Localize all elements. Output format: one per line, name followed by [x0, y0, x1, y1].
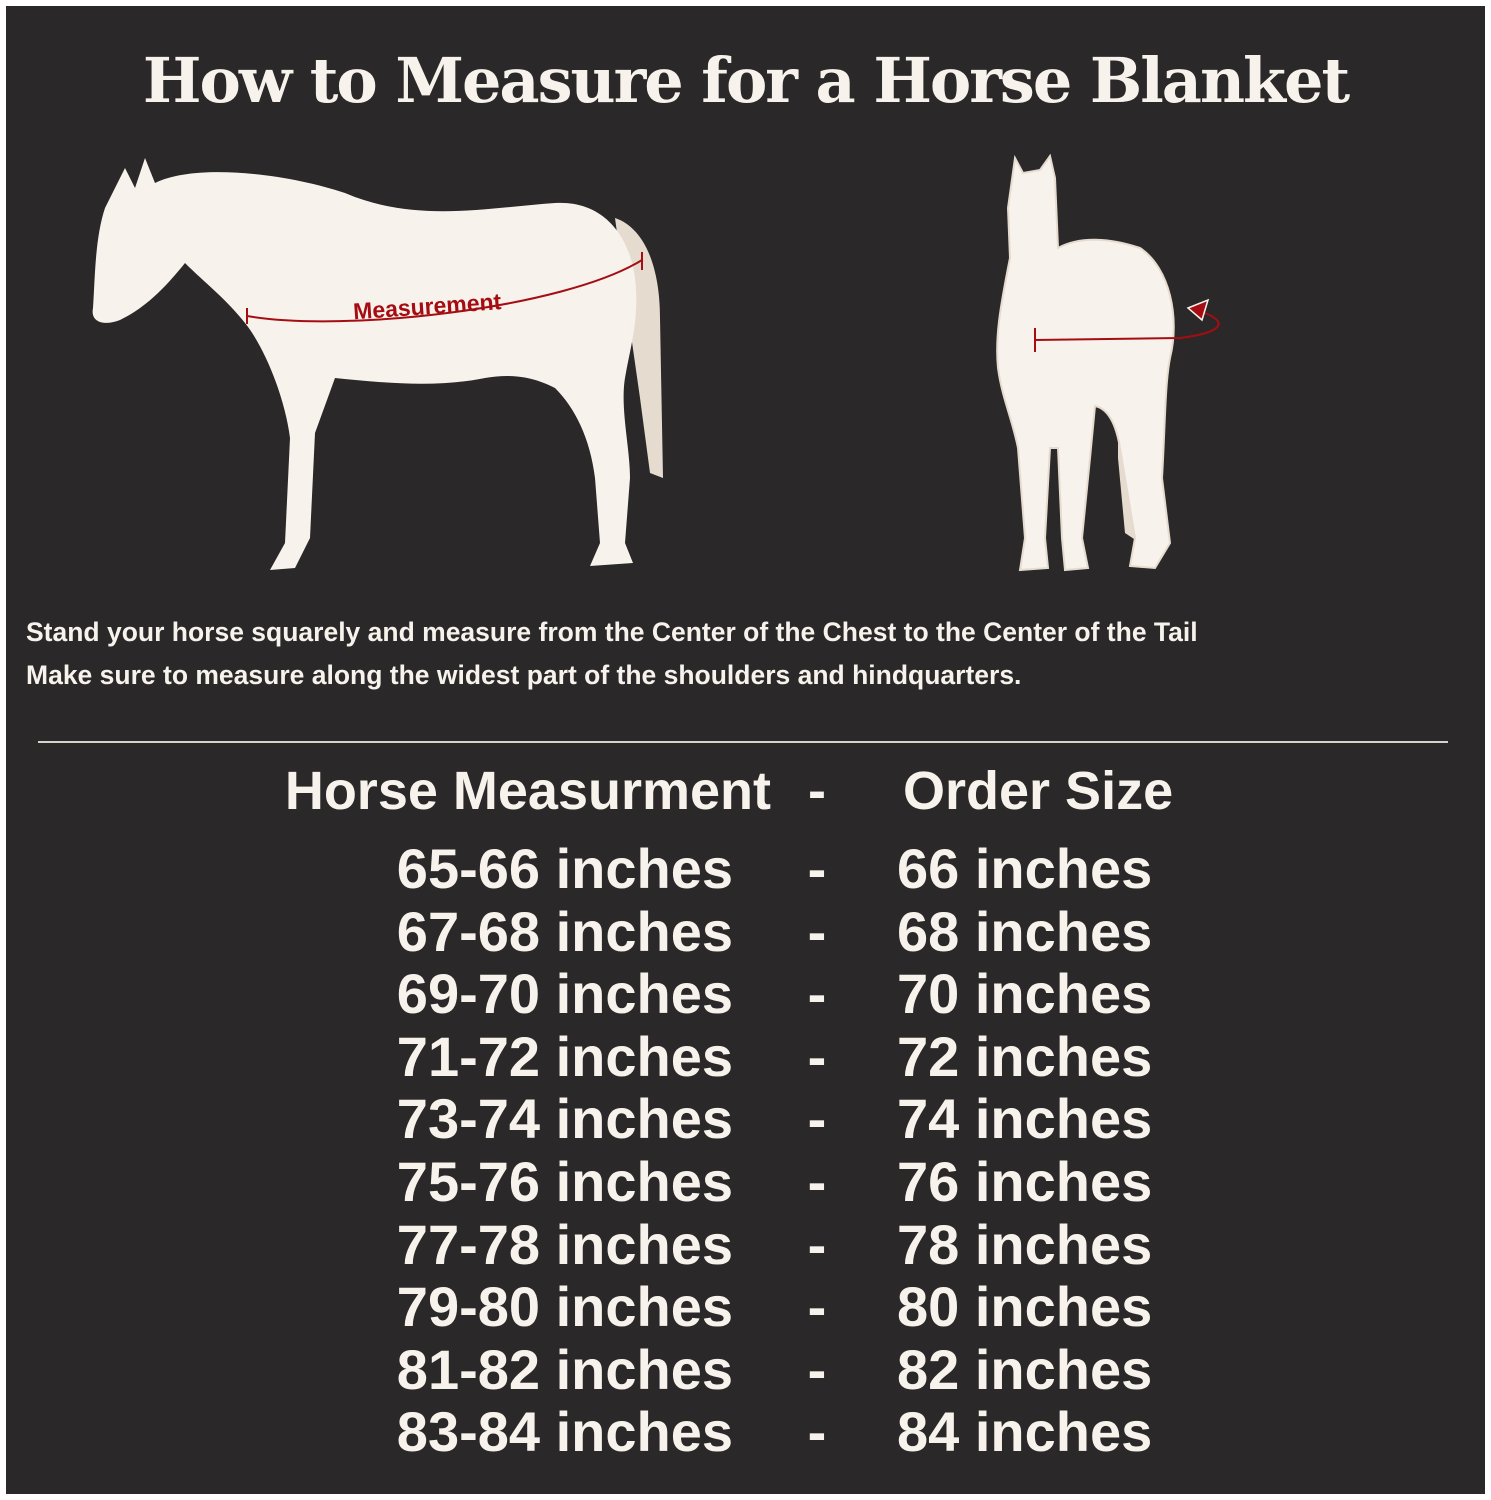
- measurement-cell: 81-82 inches: [396, 1337, 733, 1401]
- separator-cell: -: [807, 1212, 827, 1276]
- measurement-cell: 69-70 inches: [396, 962, 733, 1026]
- table-row: 69-70 inches - 70 inches: [0, 961, 1491, 1026]
- table-row: 83-84 inches - 84 inches: [0, 1399, 1491, 1464]
- measurement-cell: 77-78 inches: [396, 1212, 733, 1276]
- side-view-horse-illustration: Measurement: [92, 158, 663, 570]
- front-view-horse-illustration: [996, 153, 1220, 572]
- table-row: 79-80 inches - 80 inches: [0, 1274, 1491, 1339]
- measurement-cell: 79-80 inches: [396, 1275, 733, 1339]
- separator-cell: -: [807, 899, 827, 963]
- instruction-line-2: Make sure to measure along the widest pa…: [26, 660, 1022, 690]
- horse-body: [996, 153, 1175, 572]
- table-row: 65-66 inches - 66 inches: [0, 836, 1491, 900]
- instruction-line-1: Stand your horse squarely and measure fr…: [26, 617, 1198, 647]
- measurement-cell: 71-72 inches: [396, 1024, 733, 1088]
- order-size-cell: 72 inches: [897, 1024, 1153, 1088]
- table-row: 75-76 inches - 76 inches: [0, 1149, 1491, 1213]
- order-size-cell: 74 inches: [897, 1087, 1153, 1151]
- separator-cell: -: [807, 1275, 827, 1339]
- order-size-cell: 84 inches: [897, 1400, 1153, 1464]
- separator-cell: -: [807, 1087, 827, 1151]
- header-horse-measurement: Horse Measurment: [284, 761, 771, 821]
- table-row: 73-74 inches - 74 inches: [0, 1086, 1491, 1151]
- separator-cell: -: [807, 962, 827, 1026]
- order-size-cell: 82 inches: [897, 1337, 1153, 1401]
- measurement-cell: 73-74 inches: [396, 1087, 733, 1151]
- horse-body: [92, 158, 637, 570]
- table-row: 77-78 inches - 78 inches: [0, 1212, 1491, 1276]
- size-table-header: Horse Measurment - Order Size: [0, 760, 1491, 822]
- separator-cell: -: [807, 1150, 827, 1213]
- measurement-line: [246, 259, 643, 323]
- measurement-cell: 83-84 inches: [396, 1400, 733, 1464]
- measurement-cell: 67-68 inches: [396, 899, 733, 963]
- table-row: 81-82 inches - 82 inches: [0, 1337, 1491, 1401]
- separator-cell: -: [807, 1337, 827, 1401]
- header-order-size: Order Size: [903, 761, 1174, 821]
- separator-cell: -: [807, 837, 827, 900]
- table-row: 71-72 inches - 72 inches: [0, 1024, 1491, 1088]
- order-size-cell: 76 inches: [897, 1150, 1153, 1213]
- order-size-cell: 80 inches: [897, 1275, 1153, 1339]
- arrowhead-icon: [1186, 298, 1210, 322]
- order-size-cell: 70 inches: [897, 962, 1153, 1026]
- order-size-cell: 78 inches: [897, 1212, 1153, 1276]
- measurement-cell: 65-66 inches: [396, 837, 733, 900]
- separator-cell: -: [807, 1400, 827, 1464]
- header-separator: -: [808, 761, 826, 821]
- order-size-cell: 66 inches: [897, 837, 1153, 900]
- measurement-cell: 75-76 inches: [396, 1150, 733, 1213]
- separator-cell: -: [807, 1024, 827, 1088]
- table-row: 67-68 inches - 68 inches: [0, 899, 1491, 963]
- order-size-cell: 68 inches: [897, 899, 1153, 963]
- page-title: How to Measure for a Horse Blanket: [142, 44, 1350, 117]
- divider: [38, 741, 1448, 743]
- measurement-line: [1034, 312, 1220, 341]
